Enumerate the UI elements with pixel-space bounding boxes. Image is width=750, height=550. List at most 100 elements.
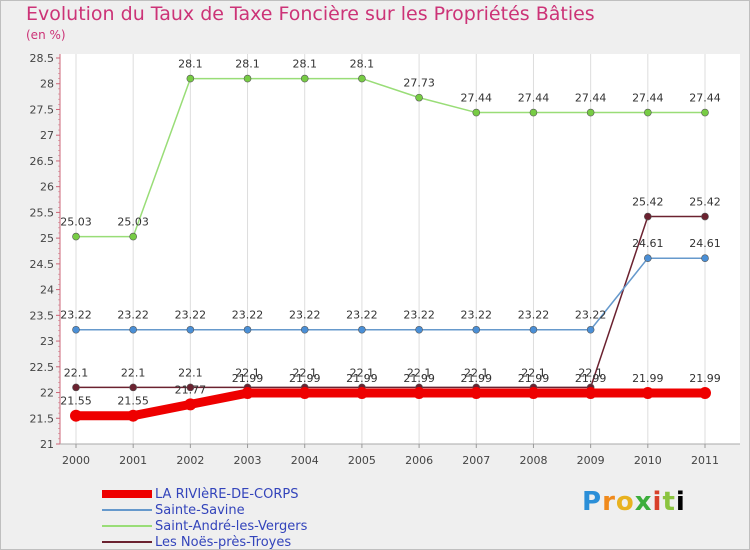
data-label: 23.22 xyxy=(117,309,149,322)
legend-item: Les Noës-près-Troyes xyxy=(102,534,307,550)
brand-logo: Proxiti xyxy=(582,487,686,517)
data-label: 21.99 xyxy=(689,372,721,385)
data-label: 21.99 xyxy=(289,372,321,385)
data-point xyxy=(300,74,309,83)
data-point xyxy=(355,387,368,400)
data-label: 23.22 xyxy=(60,309,92,322)
chart-title: Evolution du Taux de Taxe Foncière sur l… xyxy=(26,3,595,25)
y-tick-label: 26.5 xyxy=(30,155,55,168)
legend-item: Sainte-Savine xyxy=(102,502,307,518)
data-point xyxy=(129,383,137,392)
data-label: 28.1 xyxy=(178,58,203,71)
legend-label-0: LA RIVIèRE-DE-CORPS xyxy=(155,486,299,502)
data-point xyxy=(584,387,597,400)
data-point xyxy=(644,108,652,117)
x-tick-label: 2010 xyxy=(634,454,662,467)
y-tick-label: 22 xyxy=(40,387,54,400)
data-point xyxy=(415,325,423,334)
data-label: 27.44 xyxy=(575,92,607,105)
logo-letter: x xyxy=(634,487,653,517)
series-line xyxy=(71,388,710,421)
data-point xyxy=(300,325,309,334)
y-tick-label: 23 xyxy=(40,335,54,348)
logo-letter: r xyxy=(602,487,616,517)
y-tick-label: 28.5 xyxy=(30,52,55,65)
data-label: 21.99 xyxy=(461,372,493,385)
x-tick-label: 2011 xyxy=(691,454,719,467)
chart-legend: LA RIVIèRE-DE-CORPS Sainte-Savine Saint-… xyxy=(102,486,307,550)
data-label: 28.1 xyxy=(235,58,260,71)
legend-label-2: Saint-André-les-Vergers xyxy=(155,518,308,534)
data-point xyxy=(472,325,481,334)
data-label: 21.99 xyxy=(632,372,664,385)
data-point xyxy=(529,325,538,334)
data-label: 24.61 xyxy=(689,237,721,250)
data-label: 22.1 xyxy=(121,366,146,379)
data-point xyxy=(699,387,711,400)
data-point xyxy=(358,74,366,83)
series-line xyxy=(75,215,706,389)
y-tick-label: 28 xyxy=(40,78,54,91)
y-tick-label: 21.5 xyxy=(30,412,55,425)
data-point xyxy=(184,398,197,411)
x-tick-label: 2008 xyxy=(519,454,547,467)
y-axis-unit-label: (en %) xyxy=(26,28,66,42)
y-tick-label: 26 xyxy=(40,181,54,194)
data-label: 22.1 xyxy=(521,366,546,379)
data-point xyxy=(127,409,140,422)
logo-letter: P xyxy=(582,487,603,517)
y-tick-label: 21 xyxy=(40,438,54,451)
data-point xyxy=(701,254,709,263)
data-point xyxy=(243,325,252,334)
plot-area xyxy=(60,54,740,444)
data-point xyxy=(72,325,80,334)
data-point xyxy=(129,325,137,334)
x-tick-label: 2009 xyxy=(577,454,605,467)
data-point xyxy=(186,325,195,334)
logo-letter: o xyxy=(615,487,635,517)
data-point xyxy=(701,212,709,221)
data-point xyxy=(472,108,481,117)
data-point xyxy=(641,387,654,400)
y-tick-label: 23.5 xyxy=(30,309,55,322)
data-point xyxy=(415,93,423,102)
data-point xyxy=(527,387,540,400)
data-point xyxy=(129,232,137,241)
data-label: 21.55 xyxy=(117,395,149,408)
x-tick-label: 2007 xyxy=(462,454,490,467)
data-point xyxy=(243,74,252,83)
data-point xyxy=(529,108,538,117)
data-label: 23.22 xyxy=(461,309,493,322)
logo-letter: i xyxy=(652,487,663,517)
x-tick-label: 2004 xyxy=(291,454,319,467)
data-label: 21.99 xyxy=(346,372,378,385)
data-label: 22.1 xyxy=(350,366,375,379)
y-tick-label: 25.5 xyxy=(30,206,55,219)
data-label: 21.99 xyxy=(518,372,550,385)
data-label: 28.1 xyxy=(350,58,375,71)
data-label: 23.22 xyxy=(575,309,607,322)
data-label: 23.22 xyxy=(289,309,321,322)
data-point xyxy=(241,387,254,400)
x-tick-label: 2000 xyxy=(62,454,90,467)
x-tick-label: 2005 xyxy=(348,454,376,467)
data-label: 28.1 xyxy=(292,58,317,71)
data-point xyxy=(70,409,82,422)
data-label: 23.22 xyxy=(403,309,435,322)
x-tick-label: 2002 xyxy=(176,454,204,467)
data-label: 22.1 xyxy=(292,366,317,379)
data-point xyxy=(358,325,366,334)
data-label: 27.44 xyxy=(689,92,721,105)
data-point xyxy=(72,232,80,241)
data-point xyxy=(72,383,80,392)
data-label: 21.99 xyxy=(575,372,607,385)
data-label: 22.1 xyxy=(464,366,489,379)
data-point xyxy=(644,212,652,221)
data-point xyxy=(186,383,195,392)
data-point xyxy=(186,74,195,83)
legend-item: LA RIVIèRE-DE-CORPS xyxy=(102,486,307,502)
data-label: 21.55 xyxy=(60,395,92,408)
y-tick-label: 27.5 xyxy=(30,103,55,116)
y-tick-label: 25 xyxy=(40,232,54,245)
data-label: 22.1 xyxy=(235,366,260,379)
